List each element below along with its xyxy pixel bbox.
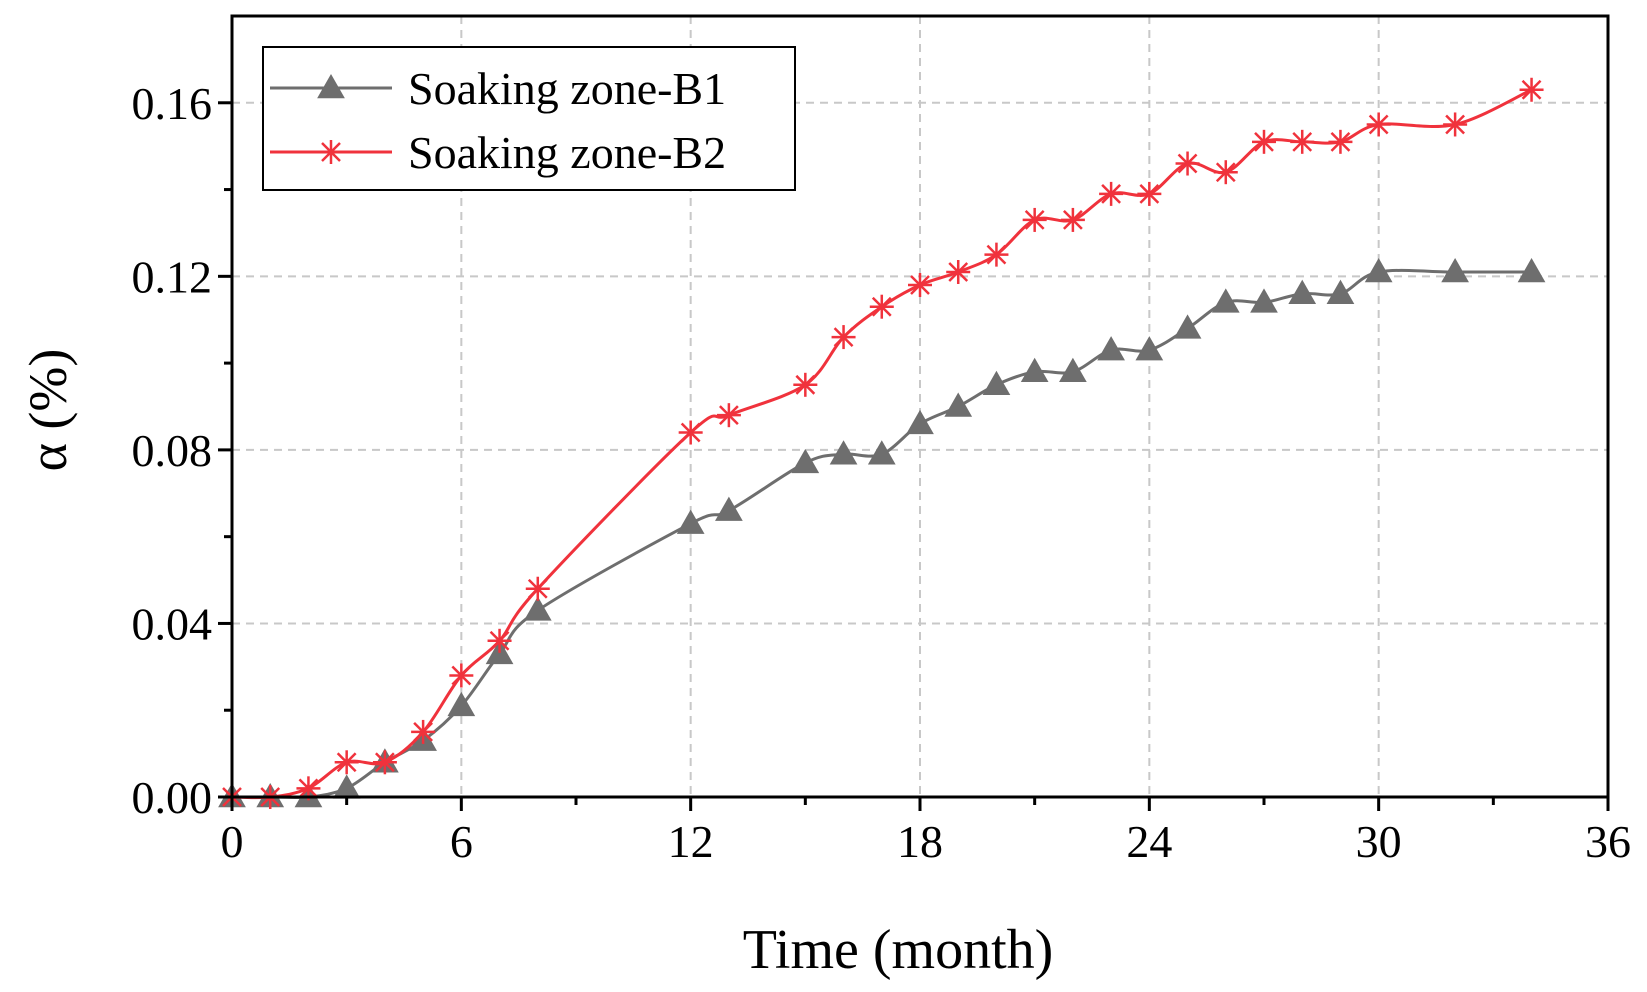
series-1-point (1173, 314, 1202, 339)
series-1-line (231, 268, 1532, 800)
series-2-point (793, 372, 818, 397)
series-1-point (715, 496, 743, 521)
series-2-point (1099, 181, 1124, 206)
series-2-point (984, 242, 1009, 267)
series-1-point (1020, 357, 1049, 383)
series-2-point (831, 325, 856, 350)
series-1-point (906, 409, 934, 435)
series-1-point (1364, 257, 1393, 283)
series-2-point (334, 750, 359, 775)
series-layer (218, 77, 1546, 809)
series-2-point (869, 294, 894, 319)
series-1-point (1250, 288, 1278, 313)
legend-marker-1 (317, 73, 345, 99)
x-tick-label: 36 (1585, 816, 1631, 867)
y-tick-label: 0.16 (132, 78, 213, 129)
series-2-point (1290, 129, 1315, 154)
series-2-point (449, 663, 474, 688)
series-1-point (1288, 279, 1317, 304)
y-tick-label: 0.00 (132, 772, 213, 823)
series-2-point (1443, 112, 1468, 137)
series-2-point (296, 776, 321, 801)
y-axis-label: α (%) (18, 349, 78, 472)
series-2-point (1366, 112, 1391, 137)
series-1-point (332, 774, 361, 799)
series-1 (218, 257, 1546, 808)
series-2-point (487, 628, 512, 653)
series-1-point (1517, 257, 1546, 283)
legend: Soaking zone-B1 Soaking zone-B2 (262, 46, 796, 191)
series-2-point (716, 403, 741, 428)
series-2-point (525, 576, 550, 601)
series-1-point (1135, 336, 1164, 361)
series-2-point (1022, 207, 1047, 232)
series-1-point (1097, 336, 1125, 361)
series-1-point (676, 509, 705, 534)
series-1-point (1211, 288, 1240, 313)
x-tick-label: 30 (1356, 816, 1402, 867)
x-tick-label: 6 (450, 816, 473, 867)
series-1-point (944, 392, 973, 417)
legend-label-2: Soaking zone-B2 (408, 127, 726, 178)
x-tick-label: 18 (897, 816, 943, 867)
y-tick-label: 0.08 (132, 425, 213, 476)
series-2-point (678, 420, 703, 445)
series-2-point (1137, 181, 1162, 206)
series-2-point (1175, 151, 1200, 176)
series-2-point (946, 259, 971, 284)
series-1-point (791, 448, 820, 474)
series-2 (220, 77, 1544, 809)
axis-ticks: 0 6 12 18 24 30 36 0.00 0.04 0.08 0.12 0.16 (132, 78, 1632, 867)
x-tick-label: 24 (1126, 816, 1172, 867)
x-axis-label: Time (month) (743, 919, 1054, 981)
x-tick-label: 12 (668, 816, 714, 867)
x-tick-label: 0 (221, 816, 244, 867)
series-1-point (1326, 279, 1355, 304)
series-2-point (1328, 129, 1353, 154)
y-tick-label: 0.04 (132, 598, 213, 649)
legend-marker-2 (319, 140, 343, 164)
series-1-point (829, 440, 858, 465)
series-2-point (1060, 207, 1085, 232)
legend-box (262, 46, 796, 191)
series-2-point (411, 719, 436, 744)
series-1-point (867, 440, 896, 465)
series-1-point (982, 370, 1011, 396)
series-2-point (1252, 129, 1276, 154)
legend-label-1: Soaking zone-B1 (408, 63, 726, 114)
series-1-point (523, 596, 552, 621)
series-2-point (1519, 77, 1544, 102)
series-1-point (447, 691, 476, 717)
series-2-point (1213, 160, 1238, 185)
series-2-point (372, 750, 397, 775)
series-2-point (908, 273, 932, 298)
series-1-point (1059, 357, 1087, 383)
series-1-point (1441, 257, 1469, 283)
y-tick-label: 0.12 (132, 251, 213, 302)
